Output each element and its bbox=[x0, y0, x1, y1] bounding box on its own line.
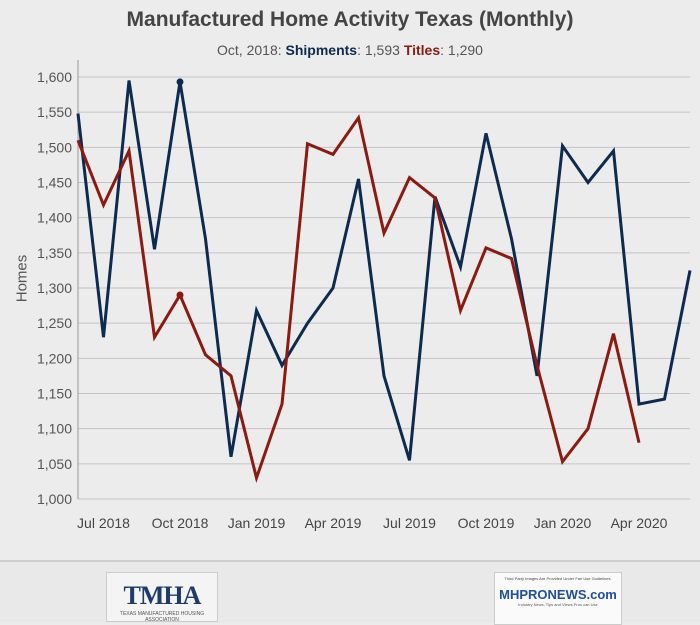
x-tick-label: Apr 2020 bbox=[611, 515, 668, 531]
tmha-logo-text: TMHA bbox=[123, 581, 202, 610]
y-tick-label: 1,600 bbox=[37, 69, 72, 85]
x-tick-label: Apr 2019 bbox=[305, 515, 362, 531]
tooltip-titles-value: 1,290 bbox=[447, 42, 483, 58]
fair-use-note: Third Party Images Are Provided Under Fa… bbox=[504, 576, 612, 581]
series-line-shipments bbox=[76, 80, 692, 461]
y-tick-label: 1,350 bbox=[37, 245, 72, 261]
y-tick-label: 1,500 bbox=[37, 139, 72, 155]
y-tick-label: 1,450 bbox=[37, 175, 72, 191]
y-tick-label: 1,300 bbox=[37, 280, 72, 296]
line-chart[interactable]: 1,000 1,050 1,100 1,150 1,200 1,250 1,300 1,350… bbox=[0, 0, 700, 560]
x-tick-label: Jan 2019 bbox=[228, 515, 286, 531]
highlight-point-shipments bbox=[176, 78, 184, 86]
y-tick-label: 1,050 bbox=[37, 456, 72, 472]
tooltip-shipments-value: 1,593 bbox=[364, 42, 400, 58]
highlight-point-titles bbox=[176, 291, 184, 299]
chart-title: Manufactured Home Activity Texas (Monthl… bbox=[126, 8, 574, 31]
x-tick-label: Jan 2020 bbox=[534, 515, 592, 531]
hover-tooltip: Oct, 2018: Shipments: 1,593 Titles: 1,29… bbox=[217, 42, 483, 58]
x-tick-label: Oct 2018 bbox=[152, 515, 209, 531]
footer: TMHA TEXAS MANUFACTURED HOUSING ASSOCIATI… bbox=[0, 560, 700, 625]
tmha-logo-subtitle: TEXAS MANUFACTURED HOUSING ASSOCIATION bbox=[119, 611, 205, 623]
y-tick-label: 1,100 bbox=[37, 421, 72, 437]
y-tick-label: 1,150 bbox=[37, 386, 72, 402]
mhpronews-logo-text: MHPRONEWS.com bbox=[499, 587, 617, 602]
y-tick-label: 1,250 bbox=[37, 315, 72, 331]
mhpronews-logo[interactable]: Third Party Images Are Provided Under Fa… bbox=[494, 572, 622, 625]
x-tick-label: Jul 2018 bbox=[77, 515, 130, 531]
y-tick-label: 1,200 bbox=[37, 350, 72, 366]
tooltip-shipments-label: Shipments bbox=[285, 42, 358, 58]
y-tick-label: 1,550 bbox=[37, 104, 72, 120]
y-tick-label: 1,400 bbox=[37, 210, 72, 226]
tmha-logo[interactable]: TMHA TEXAS MANUFACTURED HOUSING ASSOCIATI… bbox=[106, 572, 218, 623]
tooltip-date: Oct, 2018 bbox=[217, 42, 278, 58]
series-line-titles bbox=[76, 114, 641, 484]
tooltip-titles-label: Titles bbox=[403, 42, 441, 58]
mhpronews-tagline: Industry News, Tips and Views Pros can U… bbox=[518, 602, 598, 607]
x-tick-label: Jul 2019 bbox=[383, 515, 436, 531]
y-tick-label: 1,000 bbox=[37, 491, 72, 507]
x-tick-label: Oct 2019 bbox=[458, 515, 515, 531]
